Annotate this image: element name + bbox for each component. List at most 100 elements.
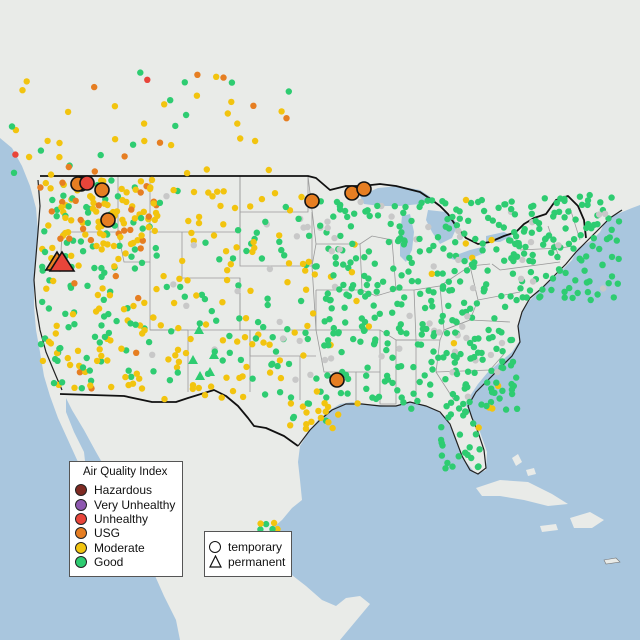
moderate-monitor-dot [239,393,247,401]
good-monitor-dot [430,348,437,355]
moderate-monitor-dot [428,270,435,277]
moderate-monitor-dot [303,409,310,416]
good-monitor-dot [442,376,449,383]
good-monitor-dot [483,402,490,410]
good-monitor-dot [379,278,387,285]
good-monitor-dot [527,268,535,276]
usg-monitor-dot [145,213,152,220]
good-monitor-dot [562,225,569,232]
good-monitor-dot [45,305,53,312]
good-monitor-dot [56,345,63,352]
good-monitor-dot [252,335,260,342]
nodata-monitor-dot [463,334,470,342]
good-monitor-dot [427,381,434,388]
good-monitor-dot [364,364,371,371]
good-monitor-dot [326,316,333,323]
moderate-monitor-dot [104,241,111,248]
good-monitor-dot [570,236,578,243]
moderate-monitor-dot [173,364,181,371]
nodata-monitor-dot [378,353,385,360]
good-monitor-dot [510,251,517,258]
good-monitor-dot [49,196,56,204]
moderate-monitor-dot [193,292,200,299]
usg-temporary-marker[interactable] [100,212,116,228]
moderate-monitor-dot [96,346,103,353]
moderate-monitor-dot [195,219,203,227]
good-monitor-dot [139,225,146,232]
moderate-monitor-dot [258,195,266,203]
moderate-monitor-dot [93,357,101,365]
nodata-monitor-dot [149,351,156,358]
good-monitor-dot [428,297,435,305]
good-monitor-dot [196,320,203,327]
moderate-monitor-dot [304,322,311,330]
usg-temporary-marker[interactable] [356,181,372,197]
good-monitor-dot [438,452,446,459]
good-monitor-dot [390,265,397,272]
moderate-monitor-dot [104,357,111,364]
unhealthy-temporary-marker[interactable] [79,175,95,191]
good-monitor-dot [323,394,330,401]
moderate-monitor-dot [234,338,241,345]
nodata-monitor-dot [601,210,609,217]
good-monitor-dot [395,325,403,332]
moderate-monitor-dot [104,201,111,209]
moderate-monitor-dot [115,255,122,263]
good-monitor-dot [414,278,422,285]
moderate-monitor-dot [56,139,63,147]
good-monitor-dot [261,391,269,398]
moderate-monitor-dot [220,221,227,228]
good-monitor-dot [479,240,486,247]
good-monitor-dot [125,367,132,374]
moderate-monitor-dot [111,263,118,270]
good-monitor-dot [374,202,381,210]
good-monitor-dot [446,287,453,294]
very-unhealthy-swatch [75,499,87,511]
good-monitor-dot [374,212,382,219]
good-monitor-dot [586,191,593,199]
good-monitor-dot [123,347,130,354]
good-monitor-dot [439,312,446,320]
good-monitor-dot [509,358,517,365]
large-markers [44,175,372,388]
good-monitor-dot [599,261,606,269]
good-monitor-dot [419,321,426,328]
usg-monitor-dot [59,198,66,206]
good-monitor-dot [520,250,528,257]
good-monitor-dot [485,326,492,334]
good-monitor-dot [553,199,560,207]
good-monitor-dot [342,319,349,326]
moderate-monitor-dot [311,271,318,278]
usg-temporary-marker[interactable] [304,193,320,209]
moderate-monitor-dot [224,267,231,274]
state-lines [59,175,581,405]
good-monitor-dot [341,207,349,215]
usg-temporary-marker[interactable] [329,372,345,388]
good-monitor-dot [444,459,451,467]
moderate-monitor-dot [66,361,74,369]
good-monitor-dot [71,321,78,328]
moderate-monitor-dot [218,394,225,401]
good-monitor-dot [455,405,463,412]
good-monitor-dot [445,278,452,285]
good-monitor-dot [569,294,576,302]
moderate-monitor-dot [23,78,30,85]
good-monitor-dot [336,203,344,210]
good-monitor-dot [397,235,404,242]
usg-temporary-marker[interactable] [94,182,110,198]
moderate-monitor-dot [303,421,310,428]
good-monitor-dot [229,255,237,262]
good-monitor-dot [337,389,345,397]
good-monitor-dot [352,255,360,262]
good-monitor-dot [132,321,139,328]
good-monitor-dot [478,401,485,408]
nodata-monitor-dot [183,302,190,309]
usg-monitor-dot [156,139,164,146]
usg-monitor-dot [112,272,120,280]
good-monitor-dot [608,273,616,280]
moderate-monitor-dot [107,337,114,344]
good-monitor-dot [330,324,337,332]
unhealthy-permanent-marker[interactable] [48,250,76,272]
usg-monitor-dot [48,208,55,215]
good-monitor-dot [100,313,108,320]
